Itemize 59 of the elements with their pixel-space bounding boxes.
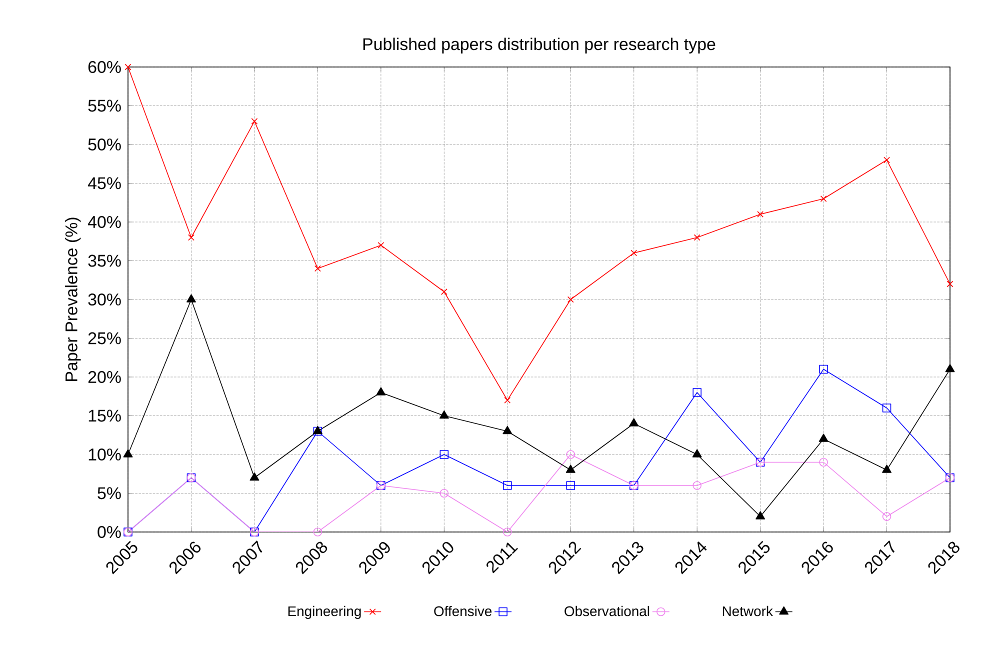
y-tick-label: 60% — [88, 61, 121, 74]
point — [629, 418, 639, 426]
point — [313, 528, 322, 536]
point — [440, 488, 449, 498]
point — [188, 234, 194, 241]
point — [882, 404, 892, 412]
y-tick-label: 0% — [98, 526, 121, 538]
point — [882, 512, 892, 521]
point — [504, 397, 511, 404]
point — [502, 426, 512, 434]
point — [757, 211, 764, 218]
y-tick-label: 20% — [88, 371, 121, 384]
point — [124, 64, 132, 70]
point — [694, 234, 700, 241]
point — [567, 296, 574, 303]
legend-label: Observational — [564, 606, 650, 616]
point — [566, 450, 576, 459]
point — [503, 481, 512, 490]
point — [186, 294, 196, 302]
y-tick-label: 45% — [88, 177, 121, 190]
y-tick-label: 35% — [88, 254, 121, 267]
point — [566, 464, 576, 473]
y-tick-label: 40% — [88, 216, 121, 228]
y-tick-label: 10% — [88, 448, 121, 461]
y-tick-label: 15% — [88, 410, 121, 422]
point — [819, 364, 828, 374]
point — [250, 472, 260, 481]
point — [692, 449, 702, 458]
point — [819, 458, 828, 467]
point — [123, 449, 133, 458]
y-tick-label: 50% — [88, 138, 121, 151]
point — [439, 410, 449, 419]
point — [946, 280, 954, 288]
point — [882, 464, 892, 473]
point — [945, 364, 955, 372]
point — [566, 481, 576, 490]
legend-label: Network — [722, 606, 773, 616]
y-tick-label: 55% — [88, 100, 121, 112]
point — [756, 511, 766, 520]
y-tick-label: 5% — [98, 487, 121, 500]
point — [692, 481, 702, 490]
y-tick-label: 25% — [88, 332, 121, 344]
point — [820, 196, 827, 202]
point — [376, 387, 386, 396]
y-axis-title: Paper Prevalence (%) — [64, 218, 81, 381]
point — [692, 388, 702, 397]
point — [440, 288, 448, 295]
point — [884, 156, 890, 164]
point — [378, 242, 384, 248]
point — [314, 265, 321, 272]
legend-label: Offensive — [434, 606, 492, 616]
chart-title: Published papers distribution per research type — [363, 38, 716, 54]
point — [630, 250, 638, 256]
point — [251, 118, 258, 124]
y-tick-label: 30% — [88, 294, 121, 306]
point — [818, 434, 828, 442]
point — [503, 528, 512, 536]
point — [440, 450, 449, 459]
legend-label: Engineering — [288, 606, 361, 619]
